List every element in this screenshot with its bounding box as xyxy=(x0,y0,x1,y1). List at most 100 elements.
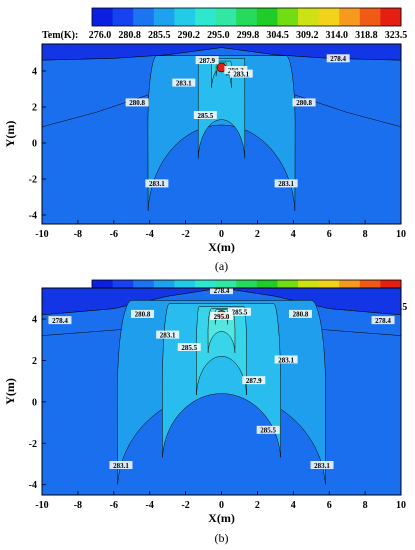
contour-label: 283.1 xyxy=(314,462,330,470)
plot-area: 278.4 278.4 278.4 280.8 280.8 283.1 283.1 285.5… xyxy=(42,287,401,495)
y-tick-label: 0 xyxy=(32,139,37,150)
colorbar-level-label: 299.8 xyxy=(237,30,260,41)
x-tick-label: 2 xyxy=(255,229,260,240)
contour-label-bg xyxy=(193,111,217,119)
colorbar-swatch xyxy=(133,8,155,26)
colorbar-swatch xyxy=(236,8,258,26)
x-tick-label: -10 xyxy=(35,500,48,511)
contour-label: 287.9 xyxy=(199,57,215,65)
contour-label-bg xyxy=(210,311,233,320)
colorbar: Tem(K): 276.0 280.8 285.5 290.2 295.0 299.8 304… xyxy=(42,7,408,41)
x-tick-label: -10 xyxy=(35,229,48,240)
x-tick-label: 0 xyxy=(219,500,224,511)
contour-label: 278.4 xyxy=(375,317,391,325)
contour-label-bg xyxy=(177,343,201,352)
contour-label-bg xyxy=(156,330,180,339)
contour-label: 283.1 xyxy=(233,70,249,78)
contour-band xyxy=(197,58,246,159)
y-tick-label: -2 xyxy=(29,175,37,186)
colorbar-level-label: 318.8 xyxy=(355,30,378,41)
contour-label-bg xyxy=(242,376,266,385)
x-tick-label: 6 xyxy=(327,229,332,240)
colorbar-level-label: 276.0 xyxy=(89,30,112,41)
colorbar-swatch xyxy=(215,8,237,26)
colorbar-level-label: 295.0 xyxy=(207,30,230,41)
colorbar-level-label: 304.5 xyxy=(266,30,289,41)
x-tick-label: -2 xyxy=(181,229,189,240)
contour-label: 283.1 xyxy=(160,331,176,339)
contour-label-bg xyxy=(326,54,350,63)
contour-label-bg xyxy=(210,288,233,295)
contour-band xyxy=(147,55,296,211)
x-tick-label: -8 xyxy=(74,500,82,511)
y-tick-label: 4 xyxy=(32,67,37,78)
x-tick-label: 0 xyxy=(219,229,224,240)
y-axis-label: Y(m) xyxy=(3,378,17,405)
contour-label: 283.1 xyxy=(278,356,294,364)
x-tick-label: 8 xyxy=(363,229,368,240)
contour-label: 283.1 xyxy=(113,462,129,470)
colorbar-swatch xyxy=(195,8,217,26)
contour-label: 278.4 xyxy=(214,287,230,295)
plot-area: 278.4283.1280.8280.8287.9290.2283.1285.5… xyxy=(42,44,401,224)
x-tick-label: 4 xyxy=(291,500,296,511)
colorbar-swatch xyxy=(298,8,320,26)
contour-label: 283.1 xyxy=(278,180,294,188)
panel-caption: (b) xyxy=(215,531,229,545)
contour-label-bg xyxy=(131,309,155,318)
colorbar-swatch xyxy=(277,8,299,26)
contour-band xyxy=(162,303,281,458)
contour-label-bg xyxy=(125,98,149,107)
x-tick-label: -6 xyxy=(110,500,118,511)
x-tick-label: 2 xyxy=(255,500,260,511)
x-tick-label: 8 xyxy=(363,500,368,511)
contour-label: 285.5 xyxy=(197,112,213,120)
contour-label: 280.8 xyxy=(296,99,312,107)
contour-label-bg xyxy=(274,355,298,364)
x-axis-label: X(m) xyxy=(208,511,235,525)
panel-a: Tem(K): 276.0 280.8 285.5 290.2 295.0 299.8 304… xyxy=(3,7,408,273)
y-tick-label: 0 xyxy=(32,397,37,408)
colorbar-swatch xyxy=(359,8,381,26)
contour-label-bg xyxy=(195,56,219,65)
y-axis-label: Y(m) xyxy=(3,121,17,148)
colorbar-swatch xyxy=(112,8,134,26)
x-tick-label: 10 xyxy=(396,229,406,240)
colorbar-swatch xyxy=(92,8,114,26)
y-tick-label: 4 xyxy=(32,315,37,326)
x-tick-label: 4 xyxy=(291,229,296,240)
contour-label-bg xyxy=(288,309,312,318)
contour-label-bg xyxy=(310,461,334,470)
contour-label-bg xyxy=(371,316,395,325)
x-tick-label: 10 xyxy=(396,500,406,511)
colorbar-swatch xyxy=(256,8,278,26)
x-tick-label: -8 xyxy=(74,229,82,240)
colorbar-level-label: 280.8 xyxy=(118,30,141,41)
contour-label: 280.8 xyxy=(129,99,145,107)
contour-label-bg xyxy=(172,78,196,87)
contour-label-bg xyxy=(229,69,253,78)
y-tick-label: -2 xyxy=(29,439,37,450)
contour-label-bg xyxy=(227,307,251,316)
colorbar-swatch xyxy=(339,8,361,26)
colorbar-level-label: 323.5 xyxy=(385,30,408,41)
contour-label: 285.5 xyxy=(260,427,276,435)
x-tick-label: -4 xyxy=(146,500,154,511)
colorbar-level-label: 309.2 xyxy=(296,30,319,41)
contour-label-bg xyxy=(274,179,298,188)
colorbar-level-label: 314.0 xyxy=(326,30,349,41)
contour-label: 287.9 xyxy=(246,377,262,385)
x-tick-label: -2 xyxy=(181,500,189,511)
x-tick-label: -6 xyxy=(110,229,118,240)
colorbar-swatch xyxy=(380,8,402,26)
colorbar-swatch xyxy=(153,8,175,26)
panel-b: Tem(K):276.0280.8285.5290.2295.0299.8304… xyxy=(3,279,407,545)
contour-label: 283.1 xyxy=(149,180,165,188)
contour-label-bg xyxy=(48,316,72,325)
contour-label: 283.1 xyxy=(176,79,192,87)
x-axis-label: X(m) xyxy=(208,240,235,254)
contour-label: 278.4 xyxy=(52,317,68,325)
colorbar-frame xyxy=(91,7,402,27)
contour-label: 285.5 xyxy=(232,309,248,317)
